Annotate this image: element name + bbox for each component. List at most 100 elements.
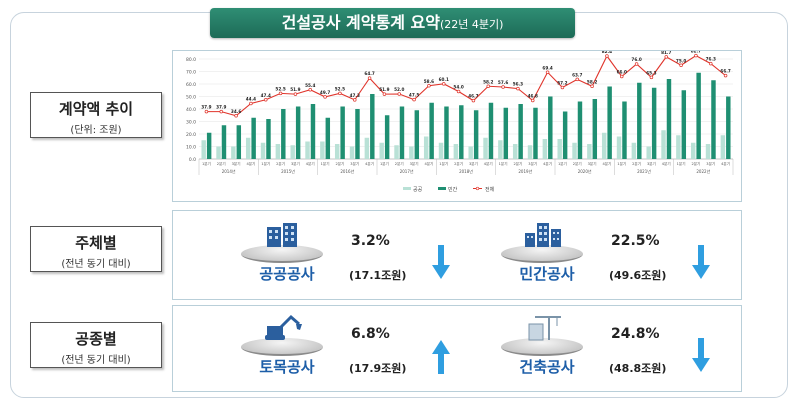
bar-private [607,86,612,159]
bar-private [251,117,256,159]
trend-label-box: 계약액 추이 (단위: 조원) [30,92,162,138]
bar-private [711,80,716,159]
data-label-total: 58.6 [424,79,434,84]
bar-private [414,110,420,159]
bar-private [533,107,538,159]
bar-private [696,72,701,159]
data-label-total: 56.3 [513,82,523,87]
bar-public [216,146,221,159]
private-works-pct: 22.5% [611,233,660,249]
bar-public [527,145,533,159]
public-works-amount: (17.1조원) [349,269,407,282]
bar-private [666,79,672,159]
data-label-total: 69.4 [542,65,552,70]
point-total [605,54,609,58]
x-tick-label: 2분기 [276,161,285,166]
x-tick-label: 4분기 [602,161,611,166]
title-main: 건설공사 계약통계 요약 [281,13,440,32]
x-tick-label: 2분기 [395,161,404,166]
y-tick-label: 60.0 [186,82,196,88]
building-works-block: 건축공사 24.8% (48.8조원) [493,308,763,388]
point-total [397,92,402,96]
bar-private [236,125,242,159]
data-label-total: 76.0 [631,57,641,62]
point-total [412,97,416,102]
pedestal [501,338,583,356]
bar-public [260,142,266,159]
point-total [308,87,313,92]
type-label-box: 공종별 (전년 동기 대비) [30,322,162,368]
year-label: 2021년 [637,168,651,174]
x-tick-label: 3분기 [350,161,359,166]
down-arrow-icon [692,338,710,372]
point-total [531,98,535,103]
bar-public [290,145,295,159]
data-label-total: 49.7 [320,90,330,95]
point-total [679,63,683,68]
down-arrow-icon [432,245,450,279]
bar-public [512,144,518,159]
data-label-total: 55.4 [305,83,315,88]
y-tick-label: 80.0 [186,57,196,63]
x-tick-label: 3분기 [291,161,300,166]
data-label-total: 75.0 [676,58,686,63]
x-tick-label: 2분기 [454,161,463,166]
bar-public [572,142,577,159]
private-works-name: 민간공사 [519,265,575,283]
bar-public [201,140,206,159]
data-label-total: 46.8 [528,94,538,99]
bar-private [399,106,405,159]
bar-public [705,144,711,159]
x-tick-label: 1분기 [558,161,567,166]
bar-private [488,102,494,159]
data-label-total: 57.2 [557,81,567,86]
bar-public [616,136,622,159]
point-total [708,61,713,66]
building-works-name: 건축공사 [519,358,575,376]
x-tick-label: 2분기 [335,161,344,166]
point-total [664,55,669,59]
point-total [545,70,550,75]
page-title: 건설공사 계약통계 요약(22년 4분기) [210,8,575,38]
bar-private [592,99,598,159]
year-label: 2019년 [518,168,532,174]
point-total [353,98,357,102]
point-total [723,73,728,78]
y-tick-label: 20.0 [186,132,196,138]
year-label: 2017년 [400,168,414,174]
bar-public [320,141,325,159]
bar-public [676,135,681,159]
data-label-total: 37.9 [201,105,211,110]
entity-label: 주체별 [75,234,117,252]
bar-private [384,115,390,159]
entity-note: (전년 동기 대비) [61,259,131,270]
bar-private [325,117,331,159]
point-total [649,75,654,80]
x-tick-label: 1분기 [321,161,330,166]
x-tick-label: 2분기 [573,161,582,166]
building-works-amount: (48.8조원) [609,362,667,375]
bar-private [340,106,345,159]
bar-private [206,132,212,159]
legend-label-public: 공공 [413,187,423,193]
point-total [263,97,268,102]
x-tick-label: 1분기 [261,161,270,166]
chart-panel: 80.0 70.0 60.0 50.0 40.0 30.0 20.0 10.0 0.0 1분기 2분… [172,49,742,202]
pedestal [241,245,323,263]
bar-public [646,146,651,159]
point-total [219,109,223,114]
civil-works-amount: (17.9조원) [349,362,407,375]
crane-icon [528,316,561,341]
building-icon [267,223,297,247]
y-tick-label: 10.0 [186,145,196,151]
x-tick-label: 3분기 [647,161,656,166]
x-tick-label: 4분기 [306,161,315,166]
point-total [560,85,565,90]
bar-public [379,142,384,159]
x-tick-label: 4분기 [721,161,730,166]
data-label-total: 76.3 [706,57,716,62]
data-label-total: 82.7 [691,51,701,54]
point-total [204,109,209,114]
point-total [694,53,698,58]
civil-works-name: 토목공사 [259,358,315,376]
